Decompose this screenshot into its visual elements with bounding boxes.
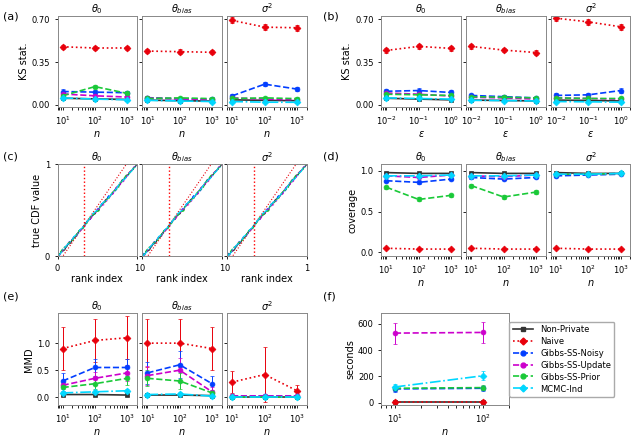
Text: (f): (f): [323, 291, 336, 302]
X-axis label: $n$: $n$: [93, 129, 101, 139]
Title: $\theta_0$: $\theta_0$: [92, 151, 103, 164]
X-axis label: $n$: $n$: [179, 129, 186, 139]
X-axis label: rank index: rank index: [156, 274, 208, 284]
Y-axis label: KS stat.: KS stat.: [342, 43, 353, 80]
X-axis label: $n$: $n$: [587, 278, 595, 288]
X-axis label: $n$: $n$: [263, 427, 271, 437]
Y-axis label: coverage: coverage: [348, 188, 358, 233]
Title: $\theta_0$: $\theta_0$: [92, 299, 103, 313]
X-axis label: $\epsilon$: $\epsilon$: [417, 129, 424, 139]
X-axis label: rank index: rank index: [72, 274, 123, 284]
Text: (b): (b): [323, 11, 339, 21]
X-axis label: $n$: $n$: [179, 427, 186, 437]
X-axis label: $n$: $n$: [93, 427, 101, 437]
Text: (e): (e): [3, 291, 19, 302]
X-axis label: $n$: $n$: [263, 129, 271, 139]
Title: $\sigma^2$: $\sigma^2$: [584, 1, 597, 15]
Legend: Non-Private, Naive, Gibbs-SS-Noisy, Gibbs-SS-Update, Gibbs-SS-Prior, MCMC-Ind: Non-Private, Naive, Gibbs-SS-Noisy, Gibb…: [509, 322, 614, 397]
X-axis label: rank index: rank index: [241, 274, 293, 284]
X-axis label: $n$: $n$: [417, 278, 425, 288]
Title: $\theta_{bias}$: $\theta_{bias}$: [172, 2, 193, 16]
X-axis label: $n$: $n$: [502, 278, 509, 288]
Y-axis label: true CDF value: true CDF value: [32, 174, 42, 247]
X-axis label: $\epsilon$: $\epsilon$: [502, 129, 509, 139]
Title: $\theta_0$: $\theta_0$: [415, 2, 427, 16]
Text: (d): (d): [323, 152, 339, 162]
Text: (a): (a): [3, 11, 19, 21]
Title: $\sigma^2$: $\sigma^2$: [261, 150, 273, 163]
Text: (c): (c): [3, 152, 18, 162]
Title: $\theta_0$: $\theta_0$: [92, 2, 103, 16]
Y-axis label: MMD: MMD: [24, 347, 34, 372]
X-axis label: $n$: $n$: [442, 427, 449, 437]
Title: $\theta_0$: $\theta_0$: [415, 151, 427, 164]
Title: $\sigma^2$: $\sigma^2$: [584, 150, 597, 163]
Title: $\theta_{bias}$: $\theta_{bias}$: [495, 151, 516, 164]
Title: $\theta_{bias}$: $\theta_{bias}$: [172, 151, 193, 164]
Y-axis label: KS stat.: KS stat.: [19, 43, 29, 80]
Y-axis label: seconds: seconds: [345, 339, 355, 379]
Title: $\theta_{bias}$: $\theta_{bias}$: [172, 299, 193, 313]
Title: $\sigma^2$: $\sigma^2$: [261, 299, 273, 313]
Title: $\sigma^2$: $\sigma^2$: [261, 1, 273, 15]
Title: $\theta_{bias}$: $\theta_{bias}$: [495, 2, 516, 16]
X-axis label: $\epsilon$: $\epsilon$: [588, 129, 594, 139]
